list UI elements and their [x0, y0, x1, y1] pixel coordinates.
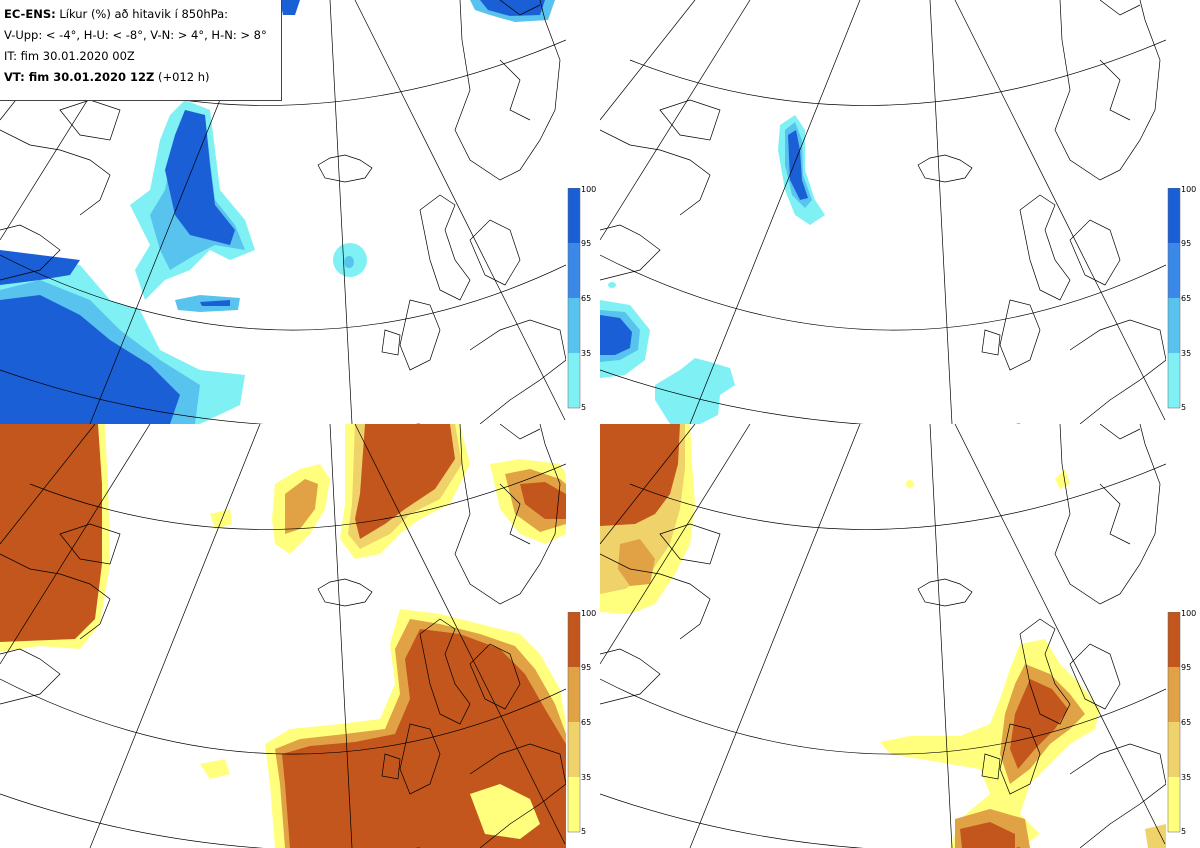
cb-tick-65: 65: [581, 294, 592, 303]
colorbar-cold-1: 100 95 65 35 5: [566, 185, 600, 418]
cb-tick-65: 65: [1181, 294, 1192, 303]
chart-header: EC-ENS: Líkur (%) að hitavik í 850hPa: V…: [0, 0, 282, 101]
threshold-text: V-Upp: < -4°, H-U: < -8°, V-N: > 4°, H-N…: [4, 28, 267, 42]
cb-tick-35: 35: [1181, 349, 1192, 358]
map-v-upp: [0, 0, 566, 424]
map-h-upp: [600, 0, 1166, 424]
cb-tick-100: 100: [581, 609, 597, 618]
colorbar-warm-1: 100 95 65 35 5: [566, 609, 600, 842]
probability-fill-warm: [600, 424, 1166, 848]
cb-tick-95: 95: [581, 239, 592, 248]
lead-time: (+012 h): [154, 70, 210, 84]
init-time: IT: fim 30.01.2020 00Z: [4, 49, 135, 63]
cb-tick-35: 35: [581, 349, 592, 358]
map-h-nid: [600, 424, 1166, 848]
title-text: Líkur (%) að hitavik í 850hPa:: [55, 7, 229, 21]
map-v-nid: [0, 424, 566, 848]
cb-tick-5: 5: [1181, 403, 1187, 412]
probability-fill-cold: [600, 115, 825, 424]
colorbar-cold-2: 100 95 65 35 5: [1166, 185, 1200, 418]
cb-tick-5: 5: [581, 403, 587, 412]
map-panel-v-upp: EC-ENS: Líkur (%) að hitavik í 850hPa: V…: [0, 0, 566, 424]
model-label: EC-ENS:: [4, 7, 56, 21]
header-line-1: EC-ENS: Líkur (%) að hitavik í 850hPa:: [4, 4, 281, 25]
cb-tick-95: 95: [1181, 663, 1192, 672]
map-panel-h-upp: [600, 0, 1166, 424]
cb-tick-95: 95: [581, 663, 592, 672]
cb-tick-35: 35: [581, 773, 592, 782]
cb-tick-95: 95: [1181, 239, 1192, 248]
map-panel-h-nid: [600, 424, 1166, 848]
cb-tick-5: 5: [1181, 827, 1187, 836]
cb-tick-5: 5: [581, 827, 587, 836]
probability-fill-warm: [0, 424, 566, 848]
colorbar-warm-2: 100 95 65 35 5: [1166, 609, 1200, 842]
cb-tick-65: 65: [581, 718, 592, 727]
cb-tick-100: 100: [581, 185, 597, 194]
cb-tick-35: 35: [1181, 773, 1192, 782]
cb-tick-65: 65: [1181, 718, 1192, 727]
cb-tick-100: 100: [1181, 609, 1197, 618]
header-line-4: VT: fim 30.01.2020 12Z (+012 h): [4, 67, 281, 88]
valid-time: VT: fim 30.01.2020 12Z: [4, 70, 155, 84]
probability-fill-cold: [0, 0, 555, 424]
map-panel-v-nid: [0, 424, 566, 848]
cb-tick-100: 100: [1181, 185, 1197, 194]
